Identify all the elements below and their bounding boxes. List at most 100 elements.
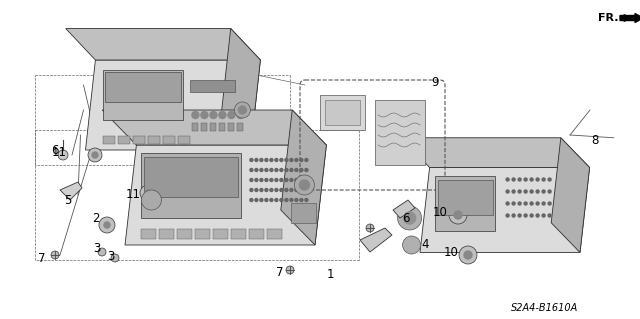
Bar (320, 95, 365, 130)
Circle shape (265, 189, 268, 191)
Circle shape (300, 159, 303, 161)
Circle shape (542, 214, 545, 217)
Text: 6: 6 (403, 211, 410, 225)
Circle shape (305, 168, 308, 172)
Circle shape (290, 189, 293, 191)
Circle shape (300, 198, 303, 202)
Bar (141, 229, 156, 239)
Circle shape (275, 198, 278, 202)
Circle shape (285, 159, 288, 161)
Circle shape (542, 178, 545, 181)
Bar (195, 229, 211, 239)
Circle shape (506, 214, 509, 217)
Bar (375, 100, 425, 165)
Polygon shape (360, 228, 392, 252)
Circle shape (518, 214, 521, 217)
Circle shape (397, 206, 422, 230)
Circle shape (201, 112, 208, 118)
Circle shape (548, 178, 551, 181)
Circle shape (260, 189, 263, 191)
Text: 10: 10 (433, 205, 447, 219)
Text: FR.: FR. (598, 13, 618, 23)
Circle shape (403, 236, 420, 254)
Text: 3: 3 (108, 249, 115, 263)
Circle shape (210, 112, 217, 118)
Circle shape (285, 189, 288, 191)
Circle shape (250, 159, 253, 161)
Text: 4: 4 (421, 239, 429, 251)
Circle shape (111, 254, 119, 262)
Circle shape (275, 189, 278, 191)
Polygon shape (420, 167, 589, 253)
Polygon shape (401, 138, 589, 167)
Circle shape (294, 175, 314, 195)
Text: S2A4-B1610A: S2A4-B1610A (511, 303, 579, 313)
Circle shape (506, 178, 509, 181)
Polygon shape (281, 110, 326, 245)
Circle shape (305, 159, 308, 161)
Circle shape (234, 102, 250, 118)
Circle shape (300, 189, 303, 191)
Circle shape (270, 189, 273, 191)
Bar (435, 175, 495, 231)
Circle shape (192, 112, 199, 118)
Circle shape (536, 202, 539, 205)
Circle shape (250, 198, 253, 202)
Bar (213, 229, 228, 239)
Circle shape (58, 150, 68, 160)
Circle shape (228, 112, 235, 118)
Bar (250, 229, 264, 239)
Circle shape (536, 190, 539, 193)
Bar (118, 136, 131, 144)
Circle shape (286, 266, 294, 274)
Bar (163, 136, 175, 144)
Text: 5: 5 (64, 194, 72, 206)
Circle shape (295, 198, 298, 202)
Circle shape (366, 224, 374, 232)
Circle shape (305, 189, 308, 191)
Circle shape (290, 179, 293, 182)
Circle shape (542, 190, 545, 193)
Bar (228, 123, 234, 131)
Bar (211, 123, 216, 131)
Circle shape (518, 190, 521, 193)
Polygon shape (393, 200, 415, 218)
Bar (202, 123, 207, 131)
Bar (177, 229, 193, 239)
Bar (220, 123, 225, 131)
Circle shape (280, 168, 283, 172)
Circle shape (530, 202, 533, 205)
Bar (159, 229, 174, 239)
Bar (145, 157, 239, 197)
Circle shape (255, 179, 258, 182)
Circle shape (255, 168, 258, 172)
Circle shape (512, 202, 515, 205)
Circle shape (255, 198, 258, 202)
Circle shape (219, 112, 226, 118)
Circle shape (530, 190, 533, 193)
Bar (191, 80, 236, 92)
Circle shape (305, 198, 308, 202)
Text: 10: 10 (444, 246, 458, 258)
Bar (291, 203, 316, 223)
Circle shape (290, 198, 293, 202)
FancyArrow shape (620, 13, 640, 23)
Polygon shape (551, 138, 589, 253)
Bar (237, 123, 243, 131)
Bar (325, 100, 360, 125)
Circle shape (92, 152, 98, 158)
Circle shape (260, 168, 263, 172)
Bar (193, 123, 198, 131)
Circle shape (285, 198, 288, 202)
Circle shape (524, 178, 527, 181)
Circle shape (270, 179, 273, 182)
Circle shape (280, 198, 283, 202)
Circle shape (145, 190, 151, 196)
Polygon shape (125, 145, 326, 245)
Bar (179, 136, 191, 144)
Circle shape (285, 168, 288, 172)
Text: 1: 1 (326, 269, 333, 281)
Text: 11: 11 (51, 145, 67, 159)
Circle shape (454, 211, 462, 219)
Bar (106, 72, 181, 102)
